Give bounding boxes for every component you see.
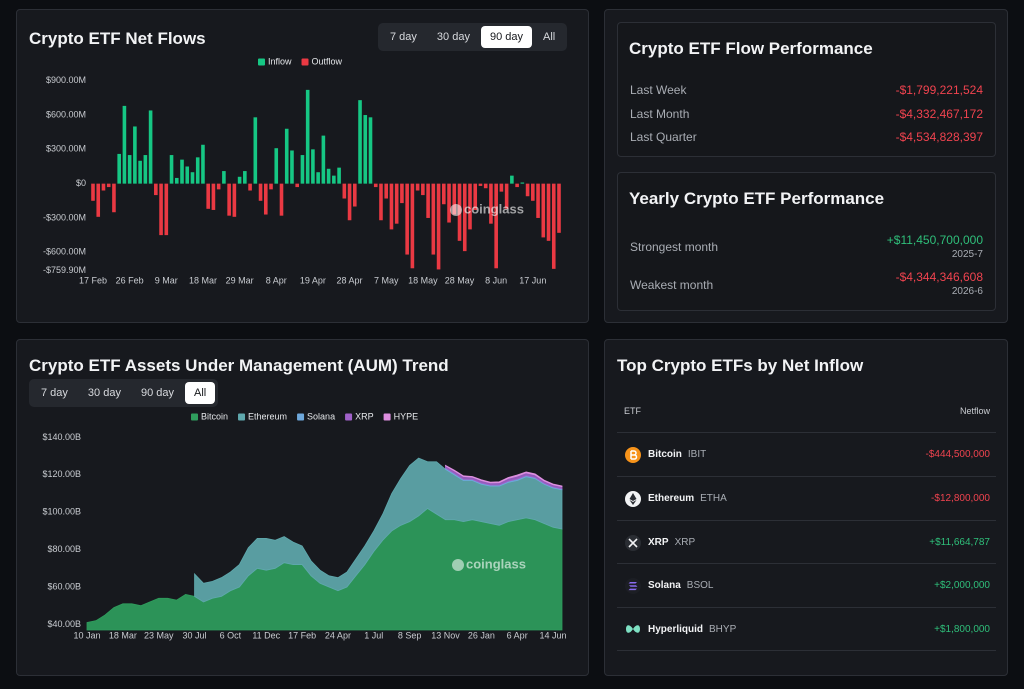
net-flows-panel: Crypto ETF Net Flows 7 day 30 day 90 day… — [16, 9, 589, 323]
etf-name: Hyperliquid — [648, 623, 704, 635]
etf-name: XRP — [648, 537, 669, 548]
etf-row[interactable]: Hyperliquid BHYP +$1,800,000 — [617, 607, 996, 651]
etf-netflow: +$11,664,787 — [929, 537, 990, 548]
card-title: Yearly Crypto ETF Performance — [629, 189, 885, 208]
panel-title: Crypto ETF Assets Under Management (AUM)… — [29, 356, 449, 375]
panel-title: Top Crypto ETFs by Net Inflow — [617, 356, 864, 375]
etf-row[interactable]: Ethereum ETHA -$12,800,000 — [617, 476, 996, 520]
bitcoin-icon — [625, 446, 641, 463]
perf-value: -$4,534,828,397 — [895, 130, 983, 144]
etf-ticker: ETHA — [700, 493, 727, 504]
tab[interactable]: 90 day — [140, 387, 174, 399]
column-header: Netflow — [959, 406, 990, 416]
solana-icon — [625, 577, 641, 594]
perf-row: Last Week -$1,799,221,524 — [630, 83, 983, 97]
perf-period: 2025-7 — [951, 249, 983, 260]
ethereum-icon — [625, 490, 641, 507]
card-title: Crypto ETF Flow Performance — [629, 39, 873, 58]
etf-name: Bitcoin — [648, 449, 682, 460]
perf-label: Last Quarter — [630, 130, 697, 144]
etf-ticker: BSOL — [686, 580, 714, 591]
perf-label: Last Month — [630, 107, 690, 121]
etf-ticker: IBIT — [687, 449, 707, 460]
perf-value: -$4,332,467,172 — [895, 107, 983, 121]
etf-netflow: +$1,800,000 — [934, 623, 990, 635]
panel-title: Crypto ETF Net Flows — [29, 29, 206, 48]
etf-row[interactable]: XRP XRP +$11,664,787 — [617, 520, 996, 564]
flow-performance-card: Crypto ETF Flow Performance Last Week -$1… — [617, 22, 996, 157]
hyperliquid-icon — [626, 625, 640, 633]
yearly-performance-card: Yearly Crypto ETF Performance Strongest … — [617, 172, 996, 311]
tab[interactable]: 30 day — [436, 31, 470, 43]
top-etfs-panel: Top Crypto ETFs by Net Inflow ETF Netflo… — [604, 339, 1008, 676]
tab[interactable]: 90 day — [480, 26, 532, 48]
etf-netflow: +$2,000,000 — [934, 580, 990, 591]
perf-value: -$1,799,221,524 — [895, 83, 983, 97]
perf-label: Weakest month — [630, 278, 714, 292]
tab-bar: 7 day 30 day 90 day All — [378, 23, 568, 51]
etf-netflow: -$12,800,000 — [931, 493, 990, 504]
tab[interactable]: 7 day — [390, 31, 417, 43]
perf-value: +$11,450,700,000 — [886, 233, 983, 247]
perf-value: -$4,344,346,608 — [895, 270, 983, 284]
tab[interactable]: All — [184, 382, 216, 404]
tab[interactable]: 7 day — [41, 387, 68, 399]
etf-name: Ethereum — [648, 493, 695, 504]
perf-row: Last Month -$4,332,467,172 — [630, 107, 983, 121]
etf-name: Solana — [648, 580, 681, 591]
xrp-icon — [625, 534, 641, 551]
tab-bar: 7 day 30 day 90 day All — [29, 379, 219, 407]
tab[interactable]: 30 day — [87, 387, 121, 399]
etf-row[interactable]: Solana BSOL +$2,000,000 — [617, 563, 996, 607]
tab[interactable]: All — [542, 31, 556, 43]
perf-row: Last Quarter -$4,534,828,397 — [630, 130, 983, 144]
etf-row[interactable]: Bitcoin IBIT -$444,500,000 — [617, 432, 996, 476]
etf-ticker: BHYP — [709, 623, 737, 635]
perf-label: Strongest month — [630, 240, 719, 254]
aum-panel: Crypto ETF Assets Under Management (AUM)… — [16, 339, 589, 676]
etf-netflow: -$444,500,000 — [925, 449, 990, 460]
etf-ticker: XRP — [674, 537, 696, 548]
column-header: ETF — [624, 406, 641, 416]
perf-label: Last Week — [630, 83, 687, 97]
perf-period: 2026-6 — [951, 286, 983, 297]
